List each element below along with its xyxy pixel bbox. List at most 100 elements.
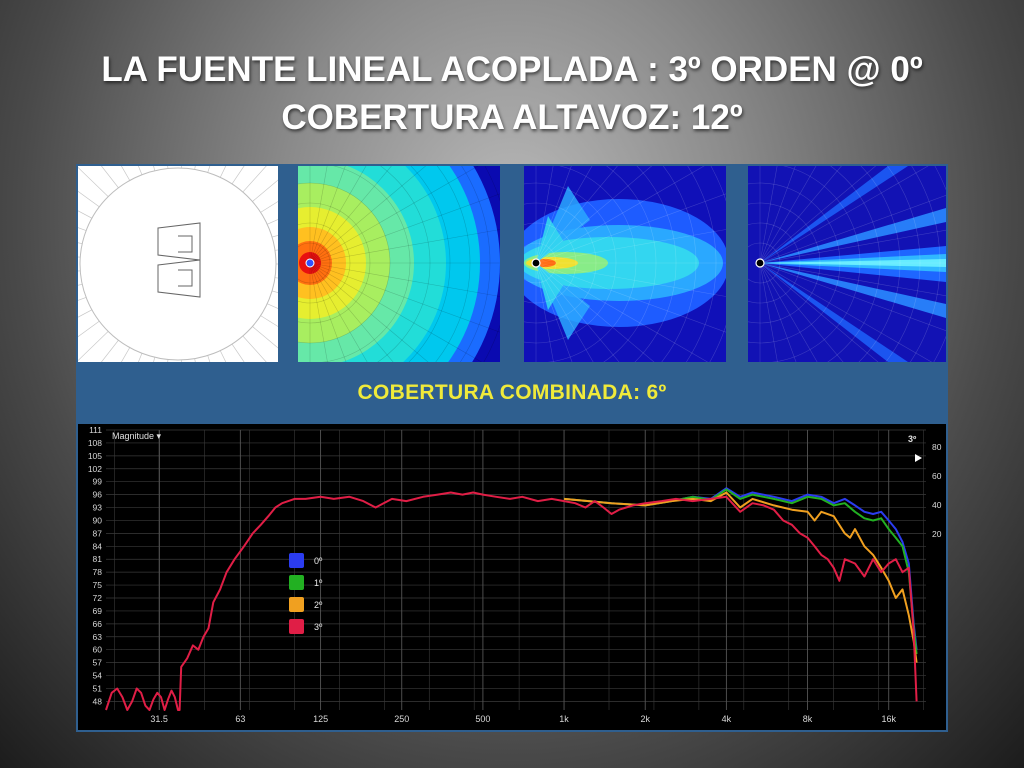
legend-label: 3º — [314, 622, 323, 632]
y2-tick-label: 60 — [932, 471, 942, 481]
grid-ring — [827, 166, 881, 362]
legend-label: 0º — [314, 556, 323, 566]
combined-coverage-banner: COBERTURA COMBINADA: 6º — [357, 381, 667, 404]
grid-ray — [535, 166, 653, 264]
cabinet-bottom — [157, 259, 201, 298]
grid-ring — [909, 166, 941, 362]
grid-ray — [309, 262, 394, 362]
coverage-map-wide-svg — [298, 166, 500, 362]
x-tick-label: 2k — [640, 714, 650, 724]
grid-ray — [535, 262, 726, 297]
legend-swatch — [289, 597, 304, 612]
y-tick-label: 87 — [93, 528, 103, 538]
y-tick-label: 75 — [93, 580, 103, 590]
polar-grid — [298, 166, 500, 362]
y-tick-label: 90 — [93, 515, 103, 525]
grid-ring — [298, 222, 351, 304]
grid-ring — [408, 166, 451, 362]
grid-ring — [634, 166, 677, 362]
lobe-3 — [524, 237, 699, 289]
y-tick-label: 69 — [93, 606, 103, 616]
grid-ray — [309, 262, 429, 362]
grid-ring — [858, 166, 901, 362]
coverage-map-narrow — [748, 166, 946, 362]
grid-ring — [885, 166, 921, 362]
grid-ray — [309, 166, 328, 264]
y-tick-label: 66 — [93, 619, 103, 629]
plot-legend: 0º 1º 2º 3º — [289, 553, 323, 634]
grid-ray — [759, 229, 946, 264]
grid-ray — [759, 166, 929, 264]
grid-ray — [535, 262, 573, 362]
grid-ray — [759, 262, 933, 362]
grid-ring — [435, 166, 471, 362]
grid-ring — [524, 222, 577, 304]
frequency-response-plot: 111 108 105 102 99 96 93 90 87 84 81 78 75 72 69 66 63 60… — [78, 424, 946, 730]
grid-ring — [524, 242, 557, 284]
coverage-map-wide — [298, 166, 500, 362]
plot-marker-icon[interactable] — [915, 454, 922, 462]
diagram-circle — [79, 167, 277, 361]
y-tick-label: 84 — [93, 541, 103, 551]
grid-ring — [298, 202, 371, 324]
array-diagram-svg — [78, 166, 278, 362]
grid-ray — [309, 262, 500, 333]
coverage-map-narrow-svg — [748, 166, 946, 362]
legend-swatch — [289, 553, 304, 568]
coverage-map-mid-svg — [524, 166, 726, 362]
plot-series — [105, 487, 918, 711]
title-line-2: COBERTURA ALTAVOZ: 12º — [281, 98, 743, 137]
plot-title[interactable]: Magnitude ▾ — [112, 431, 162, 441]
grid-ray — [309, 166, 346, 264]
grid-ray — [309, 166, 392, 264]
series-line-1º — [564, 488, 918, 655]
x-tick-label: 63 — [235, 714, 245, 724]
grid-ring — [459, 166, 491, 362]
plot-grid — [106, 429, 926, 710]
grid-ray — [759, 166, 877, 264]
grid-ray — [309, 229, 500, 264]
legend-swatch — [289, 575, 304, 590]
x-tick-label: 4k — [722, 714, 732, 724]
grid-ray — [759, 166, 796, 264]
x-tick-label: 31.5 — [150, 714, 168, 724]
x-tick-label: 1k — [559, 714, 569, 724]
grid-ray — [535, 166, 705, 264]
grid-ring — [524, 202, 597, 324]
y-tick-label: 81 — [93, 554, 103, 564]
grid-ray — [309, 166, 367, 264]
grid-ring — [377, 166, 431, 362]
side-lobe-down-inner — [536, 263, 564, 310]
side-beam-down — [760, 263, 946, 318]
y-tick-label: 60 — [93, 645, 103, 655]
source-point — [755, 258, 765, 268]
grid-ray — [535, 262, 709, 362]
grid-ray — [759, 262, 818, 362]
y-tick-label: 93 — [93, 503, 103, 513]
grid-ray — [309, 262, 347, 362]
cabinet-top-driver — [178, 235, 193, 253]
grid-ray — [309, 262, 368, 362]
grid-ring — [661, 166, 697, 362]
grid-ray — [759, 166, 778, 264]
frequency-response-svg: 111 108 105 102 99 96 93 90 87 84 81 78 75 72 69 66 63 60… — [88, 425, 942, 724]
series-line-3º — [105, 491, 918, 711]
x-tick-label: 500 — [475, 714, 490, 724]
grid-ring — [748, 222, 801, 304]
y-tick-label: 111 — [89, 425, 102, 435]
y-tick-label: 72 — [93, 593, 103, 603]
grid-ring — [524, 182, 617, 344]
grid-ring — [524, 166, 637, 362]
coverage-map-mid — [524, 166, 726, 362]
y-tick-label: 96 — [93, 490, 103, 500]
grid-ring — [298, 166, 411, 362]
grid-ring — [748, 166, 861, 362]
side-beam-far-up — [760, 166, 908, 263]
y-tick-label: 105 — [88, 451, 102, 461]
y-tick-label: 63 — [93, 632, 103, 642]
cabinet-bottom-driver — [178, 269, 193, 287]
legend-swatch — [289, 619, 304, 634]
grid-ray — [759, 262, 778, 362]
grid-ray — [535, 229, 726, 264]
grid-ring — [298, 242, 331, 284]
